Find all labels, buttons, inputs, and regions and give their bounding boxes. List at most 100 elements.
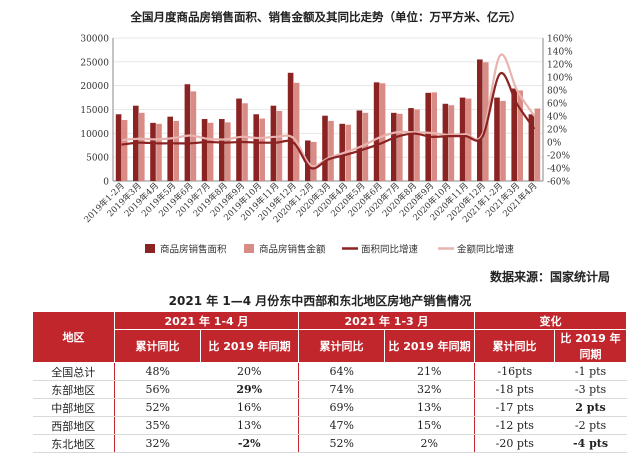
cell: 13% — [200, 416, 300, 435]
y-right-tick-label: -40% — [547, 165, 570, 175]
cell: -2 pts — [554, 416, 627, 435]
header-vs-2019: 比 2019 年同期 — [199, 329, 300, 363]
legend-label: 面积同比增速 — [361, 244, 419, 256]
cell: -12 pts — [474, 416, 555, 435]
cell: 15% — [384, 416, 476, 435]
y-left-tick-label: 25000 — [80, 58, 109, 68]
y-right-tick-label: 20% — [547, 126, 567, 136]
y-left-tick-label: 0 — [103, 178, 109, 188]
header-cumulative-yoy: 累计同比 — [114, 329, 201, 363]
header-2021-jan-apr: 2021 年 1-4 月 — [113, 311, 300, 330]
cell: -3 pts — [554, 380, 627, 399]
row-region: 中部地区 — [32, 398, 115, 417]
bar-sales-area — [219, 119, 225, 181]
header-cumulative-yoy: 累计同比 — [474, 329, 556, 363]
regional-sales-table: 地区 2021 年 1-4 月 2021 年 1-3 月 变化 累计同比 比 2… — [32, 311, 628, 453]
cell-emphasis: 2 pts — [575, 401, 606, 414]
y-right-tick-label: 60% — [547, 100, 567, 110]
legend-swatch — [145, 244, 155, 253]
bar-sales-amount — [121, 119, 128, 181]
y-left-tick-label: 5000 — [86, 154, 109, 164]
bar-sales-amount — [500, 100, 506, 181]
y-left-tick-label: 20000 — [80, 82, 109, 92]
y-right-tick-label: 80% — [547, 87, 567, 97]
bar-sales-area — [459, 97, 466, 181]
bar-sales-area — [373, 82, 380, 181]
bar-sales-area — [356, 110, 363, 181]
y-right-tick-label: 100% — [547, 74, 573, 84]
y-right-tick-label: 140% — [547, 48, 573, 58]
cell: 32% — [384, 380, 476, 399]
bar-sales-amount — [276, 110, 283, 181]
bar-sales-amount — [448, 105, 455, 181]
bar-sales-area — [408, 108, 414, 181]
header-vs-2019: 比 2019 年同期 — [554, 329, 628, 363]
cell: 2 pts — [554, 398, 627, 417]
bar-sales-area — [511, 88, 517, 181]
cell: -20 pts — [474, 434, 555, 453]
bar-sales-amount — [534, 108, 541, 181]
bar-sales-amount — [225, 122, 231, 181]
cell: 13% — [384, 398, 476, 417]
sales-chart: 全国月度商品房销售面积、销售金额及其同比走势（单位：万平方米、亿元） 0 5000 1… — [80, 10, 573, 256]
cell: 64% — [298, 362, 385, 381]
bar-sales-area — [287, 72, 294, 181]
y-left-tick-label: 15000 — [80, 106, 109, 116]
bar-sales-amount — [173, 120, 179, 181]
y-right-tick-label: 120% — [547, 61, 573, 71]
cell-emphasis: -4 pts — [573, 437, 609, 450]
cell: 16% — [200, 398, 300, 417]
data-source-note: 数据来源：国家统计局 — [489, 270, 610, 284]
cell: 29% — [200, 380, 300, 399]
table-title: 2021 年 1—4 月份东中西部和东北地区房地产销售情况 — [168, 294, 472, 308]
bar-sales-amount — [311, 141, 317, 181]
bar-sales-area — [528, 114, 535, 181]
table-row: 西部地区 35% 13% 47% 15% -12 pts -2 pts — [32, 416, 627, 435]
cell: 21% — [384, 362, 476, 381]
bar-sales-area — [115, 114, 122, 181]
y-right-tick-label: 160% — [547, 35, 573, 45]
header-change: 变化 — [474, 311, 628, 330]
table-row: 东部地区 56% 29% 74% 32% -18 pts -3 pts — [32, 380, 627, 399]
line-amount-yoy — [121, 53, 536, 168]
legend-label: 金额同比增速 — [457, 244, 515, 256]
row-region: 全国总计 — [32, 362, 115, 381]
cell: 2% — [384, 434, 476, 453]
bar-sales-amount — [328, 120, 334, 181]
bar-sales-amount — [139, 112, 145, 181]
bar-sales-area — [494, 97, 500, 181]
y-right-tick-label: 40% — [547, 113, 567, 123]
row-region: 东北地区 — [32, 434, 115, 453]
cell: -2% — [200, 434, 300, 453]
table-row: 中部地区 52% 16% 69% 13% -17 pts 2 pts — [32, 398, 627, 417]
bar-sales-amount — [156, 123, 162, 181]
bar-sales-area — [184, 84, 191, 181]
cell: -1 pts — [554, 362, 627, 381]
bar-sales-area — [201, 119, 208, 181]
header-cumulative-yoy: 累计同比 — [298, 329, 386, 363]
y-right-tick-label: -20% — [547, 152, 570, 162]
bar-sales-amount — [379, 83, 386, 181]
cell: 48% — [114, 362, 201, 381]
legend-label: 商品房销售面积 — [160, 244, 227, 256]
bar-sales-area — [253, 114, 259, 181]
cell: 35% — [114, 416, 201, 435]
cell: 56% — [114, 380, 201, 399]
bar-sales-area — [322, 115, 328, 181]
row-region: 东部地区 — [32, 380, 115, 399]
bar-sales-amount — [465, 98, 472, 181]
y-left-tick-label: 30000 — [80, 35, 109, 45]
y-left-tick-label: 10000 — [80, 130, 109, 140]
header-vs-2019: 比 2019 年同期 — [384, 329, 476, 363]
cell: 32% — [114, 434, 201, 453]
legend-swatch — [244, 244, 254, 253]
cell: 69% — [298, 398, 385, 417]
cell: -18 pts — [474, 380, 555, 399]
cell-emphasis: -2% — [237, 437, 261, 450]
chart-title: 全国月度商品房销售面积、销售金额及其同比走势（单位：万平方米、亿元） — [130, 10, 522, 24]
bar-sales-area — [236, 98, 242, 181]
y-right-tick-label: -60% — [547, 178, 570, 188]
bar-sales-amount — [207, 122, 214, 181]
bar-sales-amount — [345, 124, 351, 181]
cell: 52% — [298, 434, 385, 453]
